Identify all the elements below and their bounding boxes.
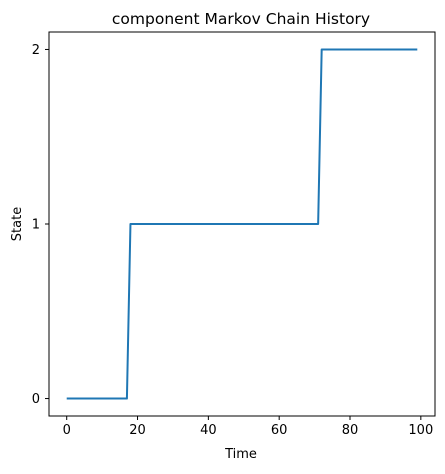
x-tick-label: 60: [271, 423, 288, 438]
axis-ticks: 0 20 40 60 80 100 0 1 2: [32, 43, 434, 438]
x-tick-label: 80: [342, 423, 359, 438]
chart-title: component Markov Chain History: [112, 10, 370, 28]
x-tick-label: 100: [408, 423, 433, 438]
x-tick-label: 0: [63, 423, 71, 438]
series-line-0: [66, 48, 418, 400]
x-axis-label: Time: [224, 447, 257, 462]
y-tick-label: 2: [32, 43, 40, 58]
x-tick-label: 20: [129, 423, 146, 438]
y-tick-label: 1: [32, 218, 40, 233]
plot-area: [48, 31, 436, 417]
x-tick-label: 40: [200, 423, 217, 438]
y-tick-label: 0: [32, 392, 40, 407]
y-axis-label: State: [10, 207, 25, 241]
